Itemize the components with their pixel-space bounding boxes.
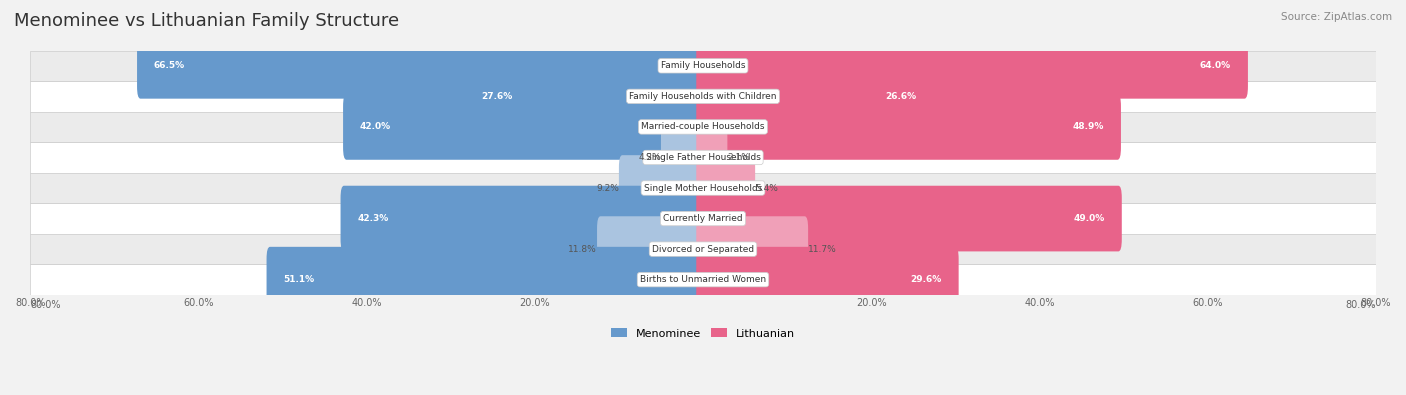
FancyBboxPatch shape [696, 125, 727, 190]
Text: Menominee vs Lithuanian Family Structure: Menominee vs Lithuanian Family Structure [14, 12, 399, 30]
Text: Married-couple Households: Married-couple Households [641, 122, 765, 132]
Text: Single Father Households: Single Father Households [645, 153, 761, 162]
Legend: Menominee, Lithuanian: Menominee, Lithuanian [606, 324, 800, 343]
Text: Single Mother Households: Single Mother Households [644, 184, 762, 192]
Text: Family Households with Children: Family Households with Children [630, 92, 776, 101]
FancyBboxPatch shape [598, 216, 710, 282]
FancyBboxPatch shape [696, 216, 808, 282]
FancyBboxPatch shape [696, 94, 1121, 160]
Text: 80.0%: 80.0% [31, 299, 60, 310]
FancyBboxPatch shape [464, 64, 710, 129]
FancyBboxPatch shape [696, 155, 755, 221]
Text: 66.5%: 66.5% [153, 61, 186, 70]
FancyBboxPatch shape [267, 247, 710, 312]
Text: 42.3%: 42.3% [357, 214, 388, 223]
Text: 4.2%: 4.2% [638, 153, 661, 162]
Text: 29.6%: 29.6% [911, 275, 942, 284]
Text: 48.9%: 48.9% [1073, 122, 1104, 132]
Bar [31, 203, 1375, 234]
Bar [31, 173, 1375, 203]
Bar [31, 112, 1375, 142]
FancyBboxPatch shape [343, 94, 710, 160]
Bar [31, 142, 1375, 173]
Text: 51.1%: 51.1% [284, 275, 315, 284]
Text: 64.0%: 64.0% [1199, 61, 1232, 70]
FancyBboxPatch shape [619, 155, 710, 221]
Bar [31, 51, 1375, 81]
FancyBboxPatch shape [696, 247, 959, 312]
Text: Divorced or Separated: Divorced or Separated [652, 245, 754, 254]
FancyBboxPatch shape [136, 33, 710, 99]
Text: 80.0%: 80.0% [1346, 299, 1375, 310]
Text: 26.6%: 26.6% [886, 92, 917, 101]
Text: 11.7%: 11.7% [808, 245, 837, 254]
FancyBboxPatch shape [696, 33, 1249, 99]
Bar [31, 81, 1375, 112]
FancyBboxPatch shape [340, 186, 710, 251]
Text: 49.0%: 49.0% [1074, 214, 1105, 223]
Bar [31, 264, 1375, 295]
FancyBboxPatch shape [661, 125, 710, 190]
Text: 2.1%: 2.1% [727, 153, 751, 162]
Text: Currently Married: Currently Married [664, 214, 742, 223]
FancyBboxPatch shape [696, 64, 934, 129]
Text: 27.6%: 27.6% [481, 92, 512, 101]
Text: Source: ZipAtlas.com: Source: ZipAtlas.com [1281, 12, 1392, 22]
Text: 42.0%: 42.0% [360, 122, 391, 132]
Text: 9.2%: 9.2% [596, 184, 619, 192]
FancyBboxPatch shape [696, 186, 1122, 251]
Text: Family Households: Family Households [661, 61, 745, 70]
Bar [31, 234, 1375, 264]
Text: 11.8%: 11.8% [568, 245, 598, 254]
Text: 5.4%: 5.4% [755, 184, 778, 192]
Text: Births to Unmarried Women: Births to Unmarried Women [640, 275, 766, 284]
